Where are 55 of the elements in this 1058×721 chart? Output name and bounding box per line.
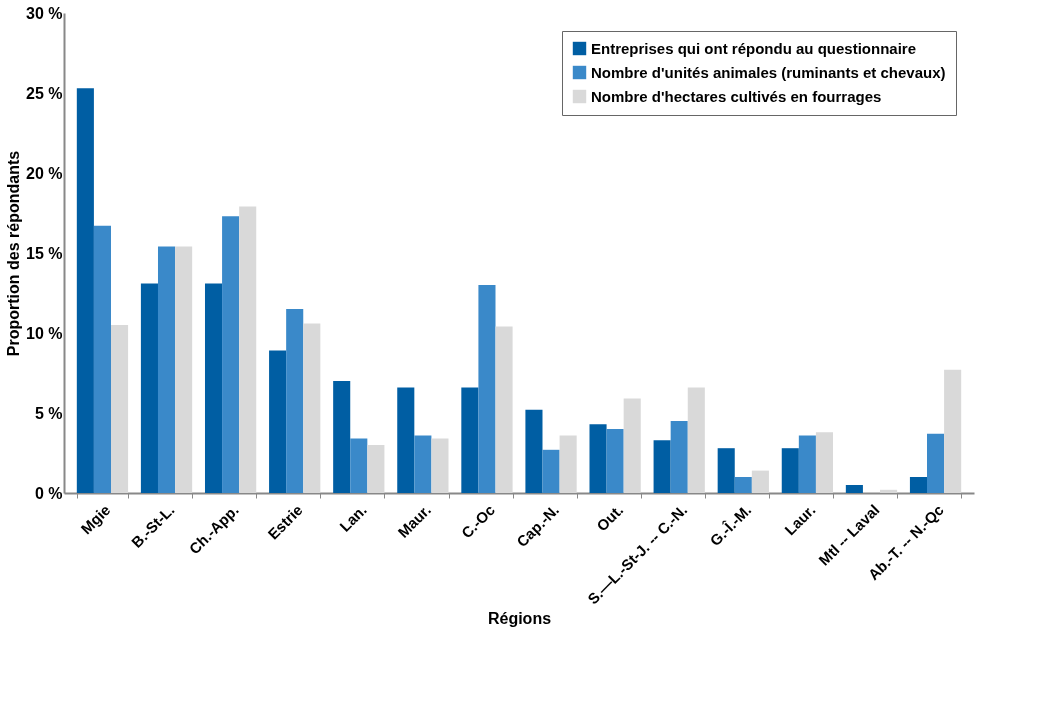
bar bbox=[414, 435, 432, 493]
bar bbox=[269, 350, 287, 493]
bar bbox=[157, 246, 176, 493]
bar bbox=[286, 309, 304, 493]
bar bbox=[431, 438, 449, 493]
bar bbox=[397, 387, 415, 493]
bar bbox=[623, 398, 641, 493]
bar bbox=[927, 433, 945, 493]
bar bbox=[751, 470, 769, 493]
bar bbox=[111, 325, 129, 493]
bar bbox=[815, 432, 834, 493]
y-axis-title: Proportion des répondants bbox=[5, 150, 23, 357]
bar bbox=[461, 387, 479, 493]
bar bbox=[944, 369, 962, 493]
bar bbox=[781, 448, 799, 493]
y-tick-label: 15 % bbox=[26, 244, 63, 262]
bar bbox=[525, 409, 543, 493]
bar bbox=[542, 449, 560, 493]
bar bbox=[140, 283, 158, 493]
bar bbox=[222, 216, 240, 493]
bar bbox=[670, 421, 688, 493]
legend-label: Nombre d'hectares cultivés en fourrages bbox=[591, 87, 882, 105]
bar bbox=[909, 477, 927, 493]
bar bbox=[845, 485, 863, 493]
y-tick-label: 10 % bbox=[26, 324, 63, 342]
legend-label: Nombre d'unités animales (ruminants et chevaux) bbox=[591, 63, 946, 81]
bar bbox=[687, 387, 705, 493]
bar bbox=[653, 440, 671, 493]
bar bbox=[175, 246, 193, 493]
y-tick-label: 5 % bbox=[34, 404, 63, 422]
bar bbox=[204, 283, 223, 493]
bar bbox=[367, 445, 385, 493]
y-tick-label: 20 % bbox=[26, 164, 63, 182]
bar bbox=[798, 435, 816, 493]
bar bbox=[333, 381, 351, 493]
bar bbox=[559, 435, 577, 493]
bar bbox=[880, 489, 898, 493]
y-tick-label: 0 % bbox=[34, 484, 63, 502]
legend-label: Entreprises qui ont répondu au questionnaire bbox=[591, 39, 917, 57]
bar bbox=[606, 429, 624, 493]
bar bbox=[717, 448, 735, 493]
y-tick-label: 25 % bbox=[26, 84, 63, 102]
bar bbox=[93, 225, 111, 493]
bar bbox=[303, 323, 321, 493]
bar bbox=[495, 326, 513, 493]
bar bbox=[350, 438, 368, 493]
bar bbox=[239, 206, 257, 493]
bar bbox=[478, 285, 496, 493]
x-axis-title: Régions bbox=[487, 610, 552, 628]
x-tick-label: Lan. bbox=[336, 501, 370, 535]
bar bbox=[734, 477, 752, 493]
bar bbox=[76, 88, 94, 493]
x-tick-label: Out. bbox=[593, 501, 627, 535]
y-tick-label: 30 % bbox=[26, 4, 63, 22]
bar bbox=[589, 424, 607, 493]
